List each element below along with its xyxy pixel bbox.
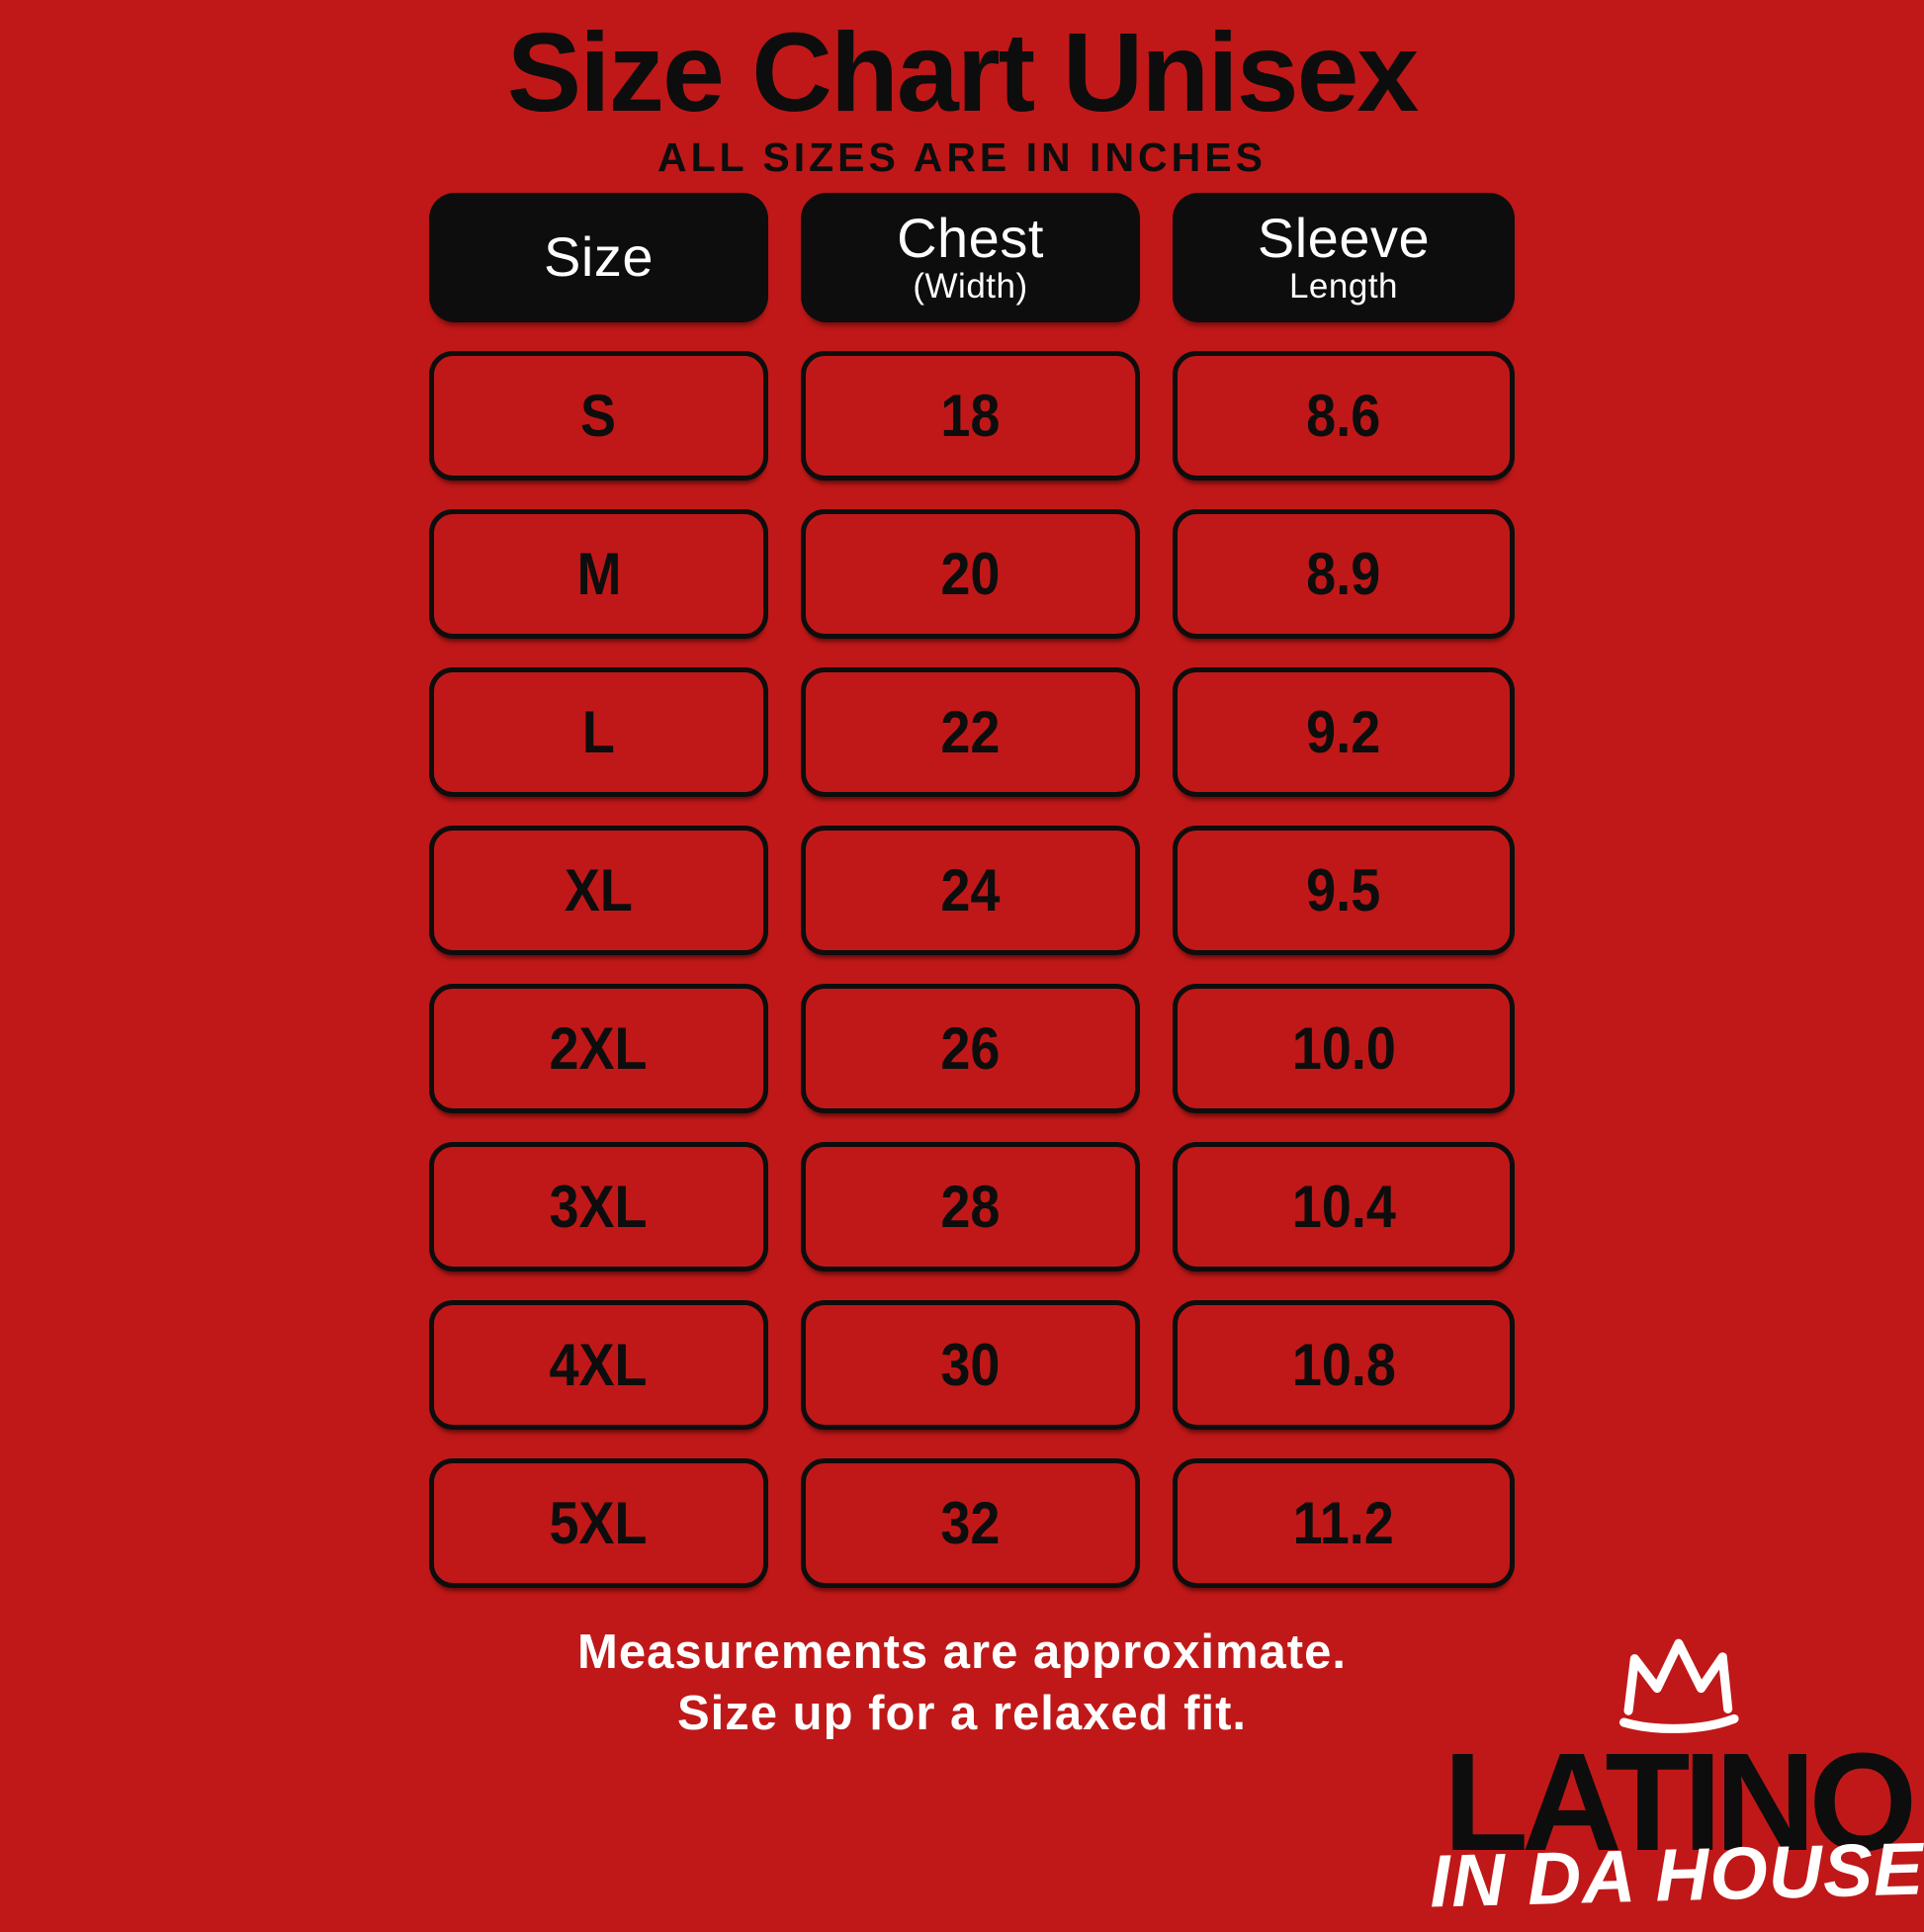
size-cell: 5XL bbox=[429, 1458, 768, 1588]
chest-value: 20 bbox=[940, 541, 1001, 607]
chest-cell: 20 bbox=[801, 509, 1140, 639]
measurement-note-line2: Size up for a relaxed fit. bbox=[676, 1687, 1248, 1740]
sleeve-value: 8.9 bbox=[1306, 541, 1381, 607]
size-cell: M bbox=[429, 509, 768, 639]
sleeve-value: 8.6 bbox=[1306, 383, 1381, 449]
sleeve-cell: 10.8 bbox=[1173, 1300, 1515, 1430]
size-cell: S bbox=[429, 351, 768, 481]
chest-cell: 26 bbox=[801, 984, 1140, 1113]
sleeve-value: 9.2 bbox=[1306, 699, 1381, 765]
chest-value: 24 bbox=[940, 857, 1001, 923]
sleeve-cell: 8.6 bbox=[1173, 351, 1515, 481]
size-value: S bbox=[580, 383, 617, 449]
sleeve-cell: 8.9 bbox=[1173, 509, 1515, 639]
brand-name: LATINO bbox=[1443, 1723, 1917, 1880]
sleeve-cell: 9.5 bbox=[1173, 826, 1515, 955]
size-value: 3XL bbox=[549, 1174, 649, 1240]
column-header-chest-sublabel: (Width) bbox=[913, 267, 1028, 307]
size-cell: 2XL bbox=[429, 984, 768, 1113]
measurement-note-line1: Measurements are approximate. bbox=[577, 1625, 1347, 1679]
chest-cell: 22 bbox=[801, 667, 1140, 797]
size-value: 2XL bbox=[549, 1015, 649, 1082]
measurement-note: Measurements are approximate. Size up fo… bbox=[0, 1622, 1924, 1744]
chest-value: 30 bbox=[940, 1332, 1001, 1398]
chest-cell: 28 bbox=[801, 1142, 1140, 1272]
size-table: Size Chest (Width) Sleeve Length S 18 8.… bbox=[429, 193, 1515, 1588]
size-value: XL bbox=[564, 857, 633, 923]
column-header-size: Size bbox=[429, 193, 768, 322]
chest-cell: 32 bbox=[801, 1458, 1140, 1588]
page-subtitle: ALL SIZES ARE IN INCHES bbox=[657, 134, 1267, 180]
chest-cell: 18 bbox=[801, 351, 1140, 481]
column-header-chest: Chest (Width) bbox=[801, 193, 1140, 322]
chest-cell: 30 bbox=[801, 1300, 1140, 1430]
size-value: M bbox=[575, 541, 621, 607]
size-cell: XL bbox=[429, 826, 768, 955]
sleeve-cell: 11.2 bbox=[1173, 1458, 1515, 1588]
sleeve-value: 10.4 bbox=[1291, 1174, 1396, 1240]
crown-icon bbox=[1618, 1638, 1739, 1733]
chest-value: 18 bbox=[940, 383, 1001, 449]
column-header-chest-label: Chest bbox=[897, 206, 1044, 269]
size-value: 5XL bbox=[549, 1490, 649, 1556]
size-cell: 4XL bbox=[429, 1300, 768, 1430]
column-header-sleeve: Sleeve Length bbox=[1173, 193, 1515, 322]
size-cell: L bbox=[429, 667, 768, 797]
sleeve-value: 11.2 bbox=[1292, 1490, 1395, 1556]
brand-tagline: IN DA HOUSE bbox=[1429, 1826, 1924, 1923]
column-header-sleeve-sublabel: Length bbox=[1288, 267, 1399, 307]
sleeve-cell: 10.0 bbox=[1173, 984, 1515, 1113]
sleeve-value: 10.0 bbox=[1291, 1015, 1396, 1082]
chest-value: 32 bbox=[940, 1490, 1001, 1556]
chest-value: 28 bbox=[940, 1174, 1001, 1240]
size-cell: 3XL bbox=[429, 1142, 768, 1272]
column-header-sleeve-label: Sleeve bbox=[1257, 206, 1431, 269]
chest-value: 26 bbox=[940, 1015, 1001, 1082]
chest-value: 22 bbox=[940, 699, 1001, 765]
column-header-size-label: Size bbox=[544, 225, 654, 289]
brand-logo: LATINO IN DA HOUSE bbox=[1429, 1633, 1924, 1923]
sleeve-cell: 10.4 bbox=[1173, 1142, 1515, 1272]
sleeve-value: 9.5 bbox=[1306, 857, 1381, 923]
chest-cell: 24 bbox=[801, 826, 1140, 955]
size-value: 4XL bbox=[549, 1332, 649, 1398]
sleeve-value: 10.8 bbox=[1291, 1332, 1396, 1398]
size-value: L bbox=[582, 699, 615, 765]
page-title: Size Chart Unisex bbox=[506, 10, 1420, 134]
sleeve-cell: 9.2 bbox=[1173, 667, 1515, 797]
